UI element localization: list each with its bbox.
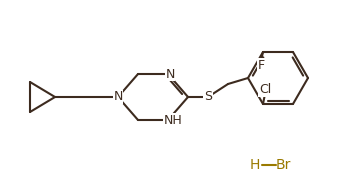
Text: H: H <box>250 158 260 172</box>
Text: N: N <box>113 91 123 104</box>
Text: Br: Br <box>275 158 291 172</box>
Text: F: F <box>258 59 265 71</box>
Text: Cl: Cl <box>259 84 271 96</box>
Text: N: N <box>165 67 175 81</box>
Text: S: S <box>204 91 212 104</box>
Text: NH: NH <box>163 114 182 126</box>
